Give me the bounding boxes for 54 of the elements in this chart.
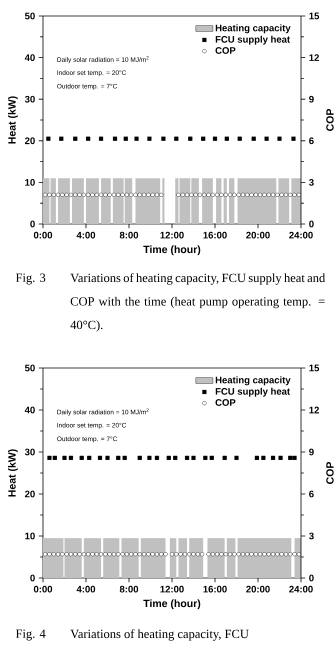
text: Variations of heating capacity, FCU supply heat and COP with the time (heat pump operating temp. = 40°C).: [70, 273, 326, 332]
y-axis-title: Heat (kW): [8, 449, 18, 496]
x-axis-title: Time (hour): [143, 245, 200, 256]
y-tick-label: 10: [25, 179, 35, 186]
x-tick-label: 16:00: [203, 232, 227, 239]
x-tick-label: 8:00: [120, 586, 138, 593]
x-tick-label: 16:00: [203, 586, 227, 593]
y-tick-label: 30: [24, 96, 35, 103]
legend-label: FCU supply heat: [216, 388, 290, 397]
y2-tick-label: 0: [309, 220, 314, 228]
caption: Fig. 4: [16, 630, 46, 641]
y2-tick-label: 0: [309, 574, 314, 582]
y2-axis-title: COP: [326, 462, 334, 484]
y-tick-label: 20: [24, 490, 35, 498]
x-tick-label: 0:00: [34, 586, 52, 593]
y2-tick-label: 12: [309, 406, 319, 414]
y-tick-label: 40: [24, 54, 35, 61]
y-tick-label: 30: [24, 448, 35, 456]
text: Variations of heating capacity, FCU: [70, 629, 249, 641]
y-tick-label: 40: [24, 406, 35, 414]
y-tick-label: 50: [24, 12, 35, 20]
y-tick-label: 0: [30, 220, 35, 228]
x-tick-label: 4:00: [76, 586, 96, 593]
x-tick-label: 0:00: [34, 232, 52, 239]
x-tick-label: 12:00: [160, 232, 184, 239]
legend-label: FCU supply heat: [216, 36, 290, 45]
x-tick-label: 20:00: [246, 232, 270, 239]
legend-label: Heating capacity: [216, 24, 291, 34]
x-tick-label: 8:00: [120, 232, 138, 239]
y2-tick-label: 3: [309, 532, 314, 540]
legend-label: COP: [216, 399, 236, 406]
legend-label: COP: [216, 47, 236, 54]
y2-tick-label: 6: [309, 490, 314, 498]
y2-tick-label: 3: [309, 179, 314, 186]
y2-axis-title: COP: [326, 108, 334, 131]
y2-tick-label: 6: [309, 137, 314, 144]
y-tick-label: 50: [24, 364, 35, 372]
y2-tick-label: 15: [309, 12, 320, 20]
y2-tick-label: 12: [309, 54, 319, 61]
legend-label: Heating capacity: [216, 376, 291, 386]
y2-tick-label: 9: [309, 96, 314, 103]
caption: Fig. 3: [16, 274, 46, 284]
x-tick-label: 4:00: [76, 232, 96, 239]
x-axis-title: Time (hour): [143, 599, 200, 610]
x-tick-label: 20:00: [246, 586, 270, 593]
x-tick-label: 24:00: [289, 586, 313, 593]
y2-tick-label: 15: [309, 364, 320, 372]
x-tick-label: 24:00: [289, 232, 313, 239]
x-tick-label: 12:00: [160, 586, 184, 593]
y-axis-title: Heat (kW): [8, 96, 18, 144]
y-tick-label: 10: [25, 532, 35, 540]
y-tick-label: 20: [24, 137, 35, 144]
y-tick-label: 0: [30, 574, 35, 582]
y2-tick-label: 9: [309, 448, 314, 456]
